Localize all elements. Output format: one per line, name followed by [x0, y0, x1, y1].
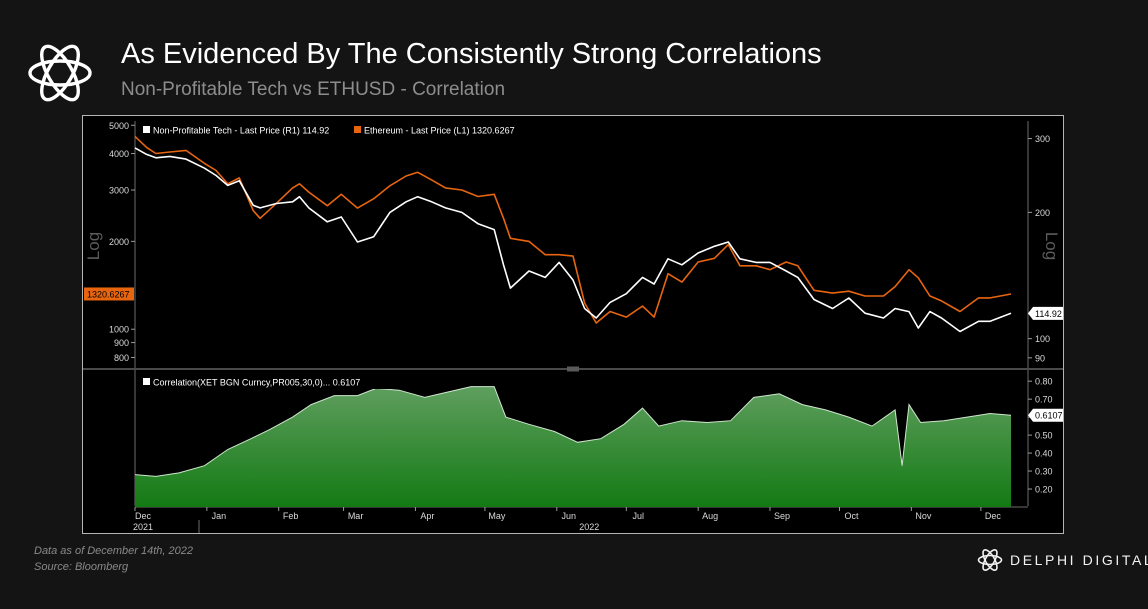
panel-divider-handle[interactable] [567, 366, 579, 372]
correlation-tick-label: 0.50 [1035, 431, 1053, 441]
right-tick-label: 300 [1035, 134, 1050, 144]
ethereum-last-value-tag [84, 287, 134, 301]
x-month-label: Apr [420, 511, 434, 521]
log-scale-label: Log [1042, 232, 1061, 260]
left-tick-label: 800 [114, 353, 129, 363]
x-month-label: Nov [915, 511, 932, 521]
correlation-last-value: 0.6107 [1035, 411, 1063, 421]
tech-last-value-tag [1028, 306, 1063, 320]
x-month-label: Oct [845, 511, 860, 521]
ethereum-last-value: 1320.6267 [87, 289, 130, 299]
page-title: As Evidenced By The Consistently Strong … [121, 38, 822, 70]
delphi-knot-icon [977, 548, 1003, 572]
x-month-label: Sep [774, 511, 790, 521]
data-date-note: Data as of December 14th, 2022 [34, 545, 193, 557]
tech-last-value: 114.92 [1035, 309, 1062, 319]
right-tick-label: 90 [1035, 353, 1045, 363]
x-month-label: Feb [283, 511, 299, 521]
x-month-label: Mar [348, 511, 364, 521]
chart-panel: 5000 4000 3000 2000 1000 900 800 300 200 100 90 0.8… [82, 115, 1064, 534]
left-tick-label: 900 [114, 338, 129, 348]
chart-canvas: 5000 4000 3000 2000 1000 900 800 300 200 100 90 0.8… [83, 121, 1063, 533]
left-tick-label: 2000 [109, 237, 129, 247]
x-month-label: Dec [985, 511, 1002, 521]
x-month-label: Jul [633, 511, 645, 521]
correlation-legend-swatch [143, 378, 150, 385]
tech-legend-swatch [143, 126, 150, 133]
correlation-area [135, 386, 1011, 507]
correlation-line [134, 386, 1012, 477]
x-month-label: Aug [702, 511, 718, 521]
x-month-label: Jan [212, 511, 227, 521]
x-month-label: Dec [135, 511, 152, 521]
ethereum-series-line [134, 135, 1012, 324]
ethereum-legend-label: Ethereum - Last Price (L1) 1320.6267 [364, 126, 515, 136]
left-tick-label: 1000 [109, 325, 129, 335]
correlation-tick-label: 0.30 [1035, 467, 1053, 477]
left-tick-label: 5000 [109, 121, 129, 131]
correlation-tick-label: 0.80 [1035, 377, 1053, 387]
right-tick-label: 100 [1035, 334, 1050, 344]
x-month-label: Jun [562, 511, 577, 521]
delphi-knot-icon [28, 44, 92, 102]
left-tick-label: 4000 [109, 149, 129, 159]
x-month-label: May [488, 511, 506, 521]
correlation-legend-label: Correlation(XET BGN Curncy,PR005,30,0)..… [153, 378, 360, 388]
correlation-last-value-tag [1028, 408, 1063, 422]
x-year-label: 2021 [133, 522, 153, 532]
ethereum-legend-swatch [354, 126, 361, 133]
tech-legend-label: Non-Profitable Tech - Last Price (R1) 11… [153, 126, 329, 136]
correlation-tick-label: 0.70 [1035, 395, 1053, 405]
left-tick-label: 3000 [109, 185, 129, 195]
log-scale-label-left: Log [84, 232, 103, 260]
page-subtitle: Non-Profitable Tech vs ETHUSD - Correlat… [121, 79, 506, 100]
price-legend-box [139, 123, 528, 137]
correlation-legend-box [139, 375, 395, 389]
right-tick-label: 200 [1035, 208, 1050, 218]
correlation-tick-label: 0.20 [1035, 485, 1053, 495]
non-profitable-tech-series-line [134, 147, 1012, 333]
x-year-label: 2022 [579, 522, 599, 532]
source-note: Source: Bloomberg [34, 561, 129, 573]
brand-wordmark: DELPHI DIGITAL [1010, 552, 1148, 568]
correlation-tick-label: 0.40 [1035, 449, 1053, 459]
